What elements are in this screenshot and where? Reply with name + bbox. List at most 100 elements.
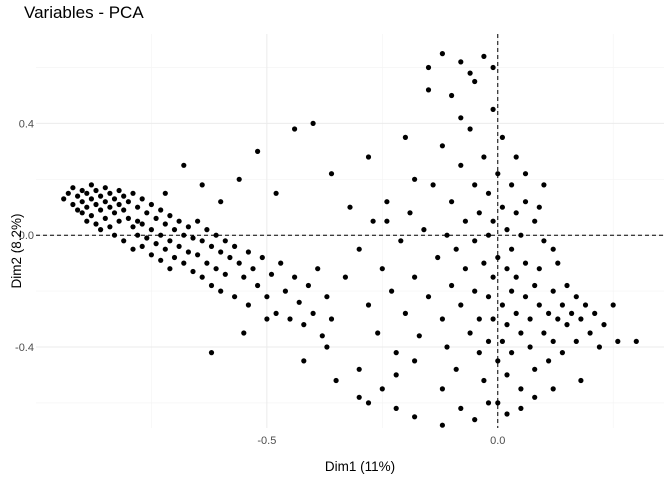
data-point xyxy=(315,266,321,272)
data-point xyxy=(610,302,616,308)
data-point xyxy=(495,254,501,261)
data-point xyxy=(476,350,482,356)
data-point xyxy=(425,294,432,300)
data-point xyxy=(472,417,478,423)
data-point xyxy=(458,59,464,65)
data-point xyxy=(522,171,529,177)
data-point xyxy=(181,232,187,238)
data-point xyxy=(130,224,136,230)
data-point xyxy=(139,243,145,249)
data-point xyxy=(499,134,505,140)
data-point xyxy=(356,246,362,252)
data-point xyxy=(435,254,441,261)
data-point xyxy=(596,344,603,350)
data-point xyxy=(453,246,459,252)
data-point xyxy=(384,218,390,224)
data-point xyxy=(449,199,455,205)
x-axis-ticks: -0.5 0.0 xyxy=(257,435,505,447)
data-point xyxy=(522,260,529,266)
data-point xyxy=(75,193,81,199)
data-point xyxy=(472,182,478,188)
data-point xyxy=(88,182,94,188)
data-point xyxy=(458,405,464,411)
data-point xyxy=(527,316,533,322)
data-point xyxy=(102,199,108,205)
data-point xyxy=(555,260,561,266)
data-point xyxy=(490,64,496,71)
data-point xyxy=(292,274,298,280)
chart-title: Variables - PCA xyxy=(24,3,144,22)
data-point xyxy=(204,227,210,233)
data-point xyxy=(541,330,547,336)
data-point xyxy=(379,266,385,272)
data-point xyxy=(158,257,164,263)
data-point xyxy=(148,252,154,258)
data-point xyxy=(633,338,639,344)
data-point xyxy=(541,238,547,244)
data-point xyxy=(393,350,399,356)
data-point xyxy=(324,294,330,300)
data-point xyxy=(208,282,215,289)
data-point xyxy=(550,386,556,392)
data-point xyxy=(121,207,127,213)
data-point xyxy=(162,190,168,196)
data-point xyxy=(518,232,524,238)
data-point xyxy=(88,196,94,202)
data-point xyxy=(546,310,552,316)
data-point xyxy=(518,405,524,411)
data-point xyxy=(98,207,104,213)
data-point xyxy=(70,201,76,208)
data-point xyxy=(439,422,445,428)
data-point xyxy=(264,294,270,300)
data-point xyxy=(412,414,418,420)
data-point xyxy=(564,322,570,328)
data-point xyxy=(472,288,478,294)
data-point xyxy=(536,302,542,308)
data-point xyxy=(449,92,455,99)
data-point xyxy=(268,271,275,277)
data-point xyxy=(536,204,542,210)
data-point xyxy=(319,333,325,339)
data-point xyxy=(185,249,191,255)
data-point xyxy=(522,199,529,205)
data-point xyxy=(305,282,311,289)
data-point xyxy=(135,204,141,210)
data-point xyxy=(111,196,118,202)
data-point xyxy=(587,330,593,336)
data-point xyxy=(365,302,372,308)
data-point xyxy=(485,400,492,406)
x-axis-label: Dim1 (11%) xyxy=(325,459,395,474)
data-point xyxy=(513,210,519,216)
data-point xyxy=(458,115,464,121)
data-point xyxy=(509,350,515,356)
data-point xyxy=(278,260,284,266)
data-point xyxy=(518,330,524,336)
data-point xyxy=(509,182,515,188)
data-point xyxy=(509,246,515,252)
data-point xyxy=(509,288,515,294)
data-point xyxy=(162,221,168,227)
data-point xyxy=(218,249,224,255)
data-point xyxy=(467,126,473,132)
data-point xyxy=(125,199,131,205)
y-axis-ticks: -0.4 0.0 0.4 xyxy=(15,118,34,354)
data-point xyxy=(532,218,538,224)
y-tick-label: -0.4 xyxy=(15,342,34,354)
data-point xyxy=(402,134,408,140)
data-point xyxy=(167,238,173,244)
data-point xyxy=(425,64,432,71)
data-point xyxy=(116,201,122,208)
data-point xyxy=(615,338,621,344)
data-point xyxy=(181,260,187,266)
data-point xyxy=(342,274,348,280)
data-point xyxy=(190,235,196,241)
data-point xyxy=(222,238,228,244)
data-point xyxy=(208,243,215,249)
data-point xyxy=(522,294,529,300)
data-point xyxy=(167,213,173,219)
reference-lines xyxy=(36,34,664,428)
data-point xyxy=(158,232,164,238)
data-point xyxy=(458,302,464,308)
data-point xyxy=(213,232,219,238)
